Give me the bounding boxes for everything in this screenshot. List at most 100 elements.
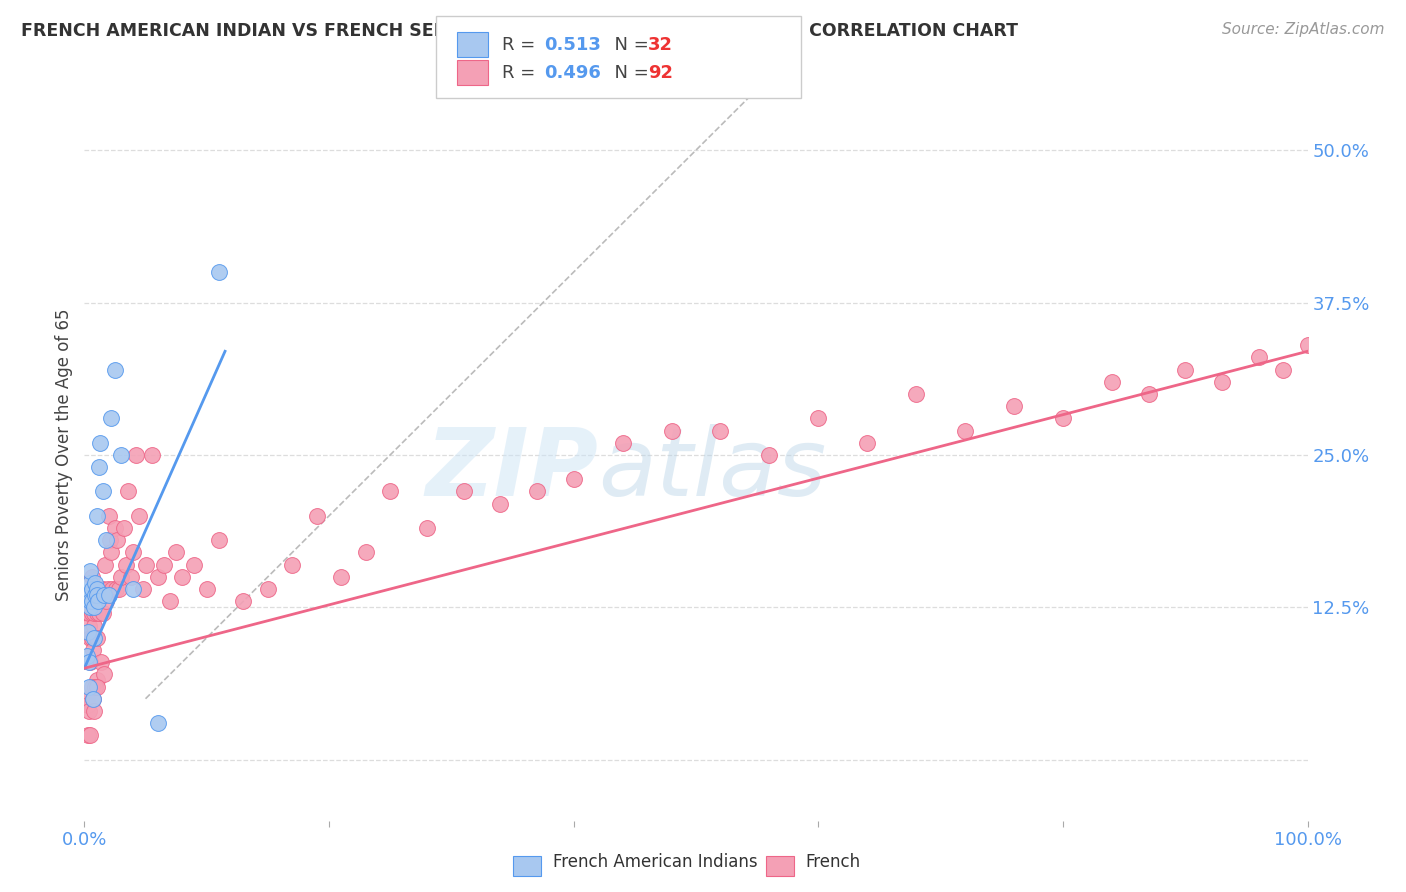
- Point: [125, 448, 148, 462]
- Point: [98, 533, 121, 548]
- Point: [86, 588, 108, 602]
- Point: [97, 582, 120, 596]
- Point: [380, 484, 402, 499]
- Point: [1137, 387, 1160, 401]
- Point: [77, 624, 100, 639]
- Point: [856, 435, 879, 450]
- Point: [165, 545, 187, 559]
- Point: [77, 704, 100, 718]
- Point: [80, 680, 103, 694]
- Y-axis label: Seniors Poverty Over the Age of 65: Seniors Poverty Over the Age of 65: [55, 309, 73, 601]
- Point: [82, 643, 104, 657]
- Point: [84, 680, 107, 694]
- Point: [122, 545, 145, 559]
- Point: [77, 607, 100, 621]
- Text: N =: N =: [603, 63, 655, 81]
- Point: [77, 680, 100, 694]
- Point: [135, 558, 157, 572]
- Point: [305, 508, 328, 523]
- Text: French: French: [806, 853, 860, 871]
- Point: [91, 607, 114, 621]
- Point: [86, 631, 108, 645]
- Point: [77, 607, 100, 621]
- Point: [80, 607, 103, 621]
- Point: [1211, 375, 1233, 389]
- Point: [83, 607, 105, 621]
- Point: [172, 570, 194, 584]
- Point: [79, 600, 101, 615]
- Point: [80, 582, 103, 596]
- Text: R =: R =: [502, 36, 541, 54]
- Point: [79, 564, 101, 578]
- Point: [97, 588, 120, 602]
- Point: [257, 582, 280, 596]
- Point: [562, 472, 585, 486]
- Point: [82, 594, 104, 608]
- Point: [82, 691, 104, 706]
- Point: [97, 508, 120, 523]
- Point: [105, 533, 128, 548]
- Point: [146, 570, 169, 584]
- Point: [87, 460, 110, 475]
- Point: [77, 655, 100, 669]
- Point: [905, 387, 928, 401]
- Point: [86, 673, 108, 688]
- Point: [76, 691, 98, 706]
- Point: [104, 521, 127, 535]
- Point: [183, 558, 205, 572]
- Point: [1101, 375, 1123, 389]
- Text: Source: ZipAtlas.com: Source: ZipAtlas.com: [1222, 22, 1385, 37]
- Point: [89, 582, 111, 596]
- Point: [77, 698, 100, 712]
- Point: [100, 411, 122, 425]
- Point: [208, 265, 231, 279]
- Point: [86, 582, 108, 596]
- Text: R =: R =: [502, 63, 541, 81]
- Point: [110, 448, 132, 462]
- Point: [90, 655, 112, 669]
- Point: [115, 558, 138, 572]
- Point: [84, 582, 107, 596]
- Point: [77, 728, 100, 742]
- Point: [120, 570, 142, 584]
- Point: [80, 570, 103, 584]
- Point: [105, 582, 128, 596]
- Point: [83, 600, 105, 615]
- Point: [661, 424, 683, 438]
- Text: 92: 92: [648, 63, 673, 81]
- Point: [96, 533, 118, 548]
- Point: [86, 508, 108, 523]
- Point: [93, 588, 115, 602]
- Point: [104, 362, 127, 376]
- Point: [330, 570, 353, 584]
- Point: [195, 582, 218, 596]
- Text: N =: N =: [603, 36, 655, 54]
- Point: [117, 484, 139, 499]
- Point: [86, 607, 108, 621]
- Point: [83, 704, 105, 718]
- Point: [489, 497, 512, 511]
- Point: [80, 594, 103, 608]
- Point: [159, 594, 181, 608]
- Point: [526, 484, 548, 499]
- Point: [94, 558, 117, 572]
- Point: [1296, 338, 1319, 352]
- Point: [77, 618, 100, 632]
- Point: [79, 631, 101, 645]
- Point: [93, 667, 115, 681]
- Point: [758, 448, 780, 462]
- Point: [76, 649, 98, 664]
- Point: [1174, 362, 1197, 376]
- Point: [87, 582, 110, 596]
- Point: [107, 582, 129, 596]
- Point: [86, 680, 108, 694]
- Point: [141, 448, 163, 462]
- Point: [100, 545, 122, 559]
- Text: FRENCH AMERICAN INDIAN VS FRENCH SENIORS POVERTY OVER THE AGE OF 65 CORRELATION : FRENCH AMERICAN INDIAN VS FRENCH SENIORS…: [21, 22, 1018, 40]
- Point: [84, 576, 107, 591]
- Point: [453, 484, 475, 499]
- Point: [1052, 411, 1074, 425]
- Point: [80, 631, 103, 645]
- Text: 32: 32: [648, 36, 673, 54]
- Text: French American Indians: French American Indians: [553, 853, 758, 871]
